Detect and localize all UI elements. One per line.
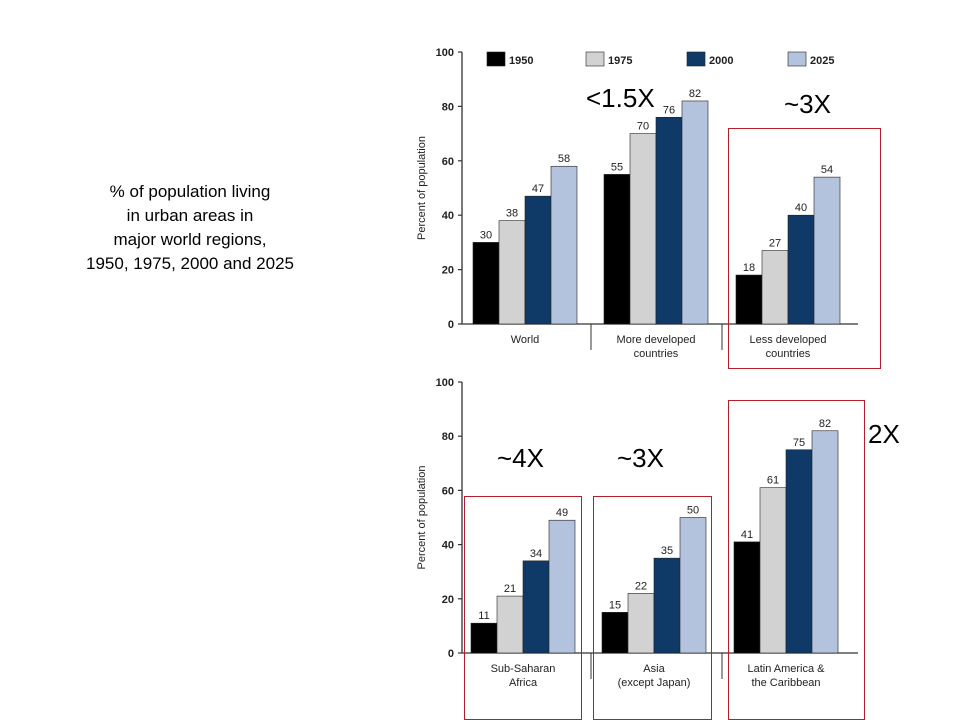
bar-value-label: 75 — [793, 437, 805, 449]
bar-1975 — [759, 487, 787, 654]
legend-label: 2025 — [810, 55, 834, 67]
category-label: Asia — [643, 663, 665, 675]
legend-swatch-2025 — [787, 51, 807, 67]
bar-2025 — [811, 430, 839, 654]
chart-caption: % of population living in urban areas in… — [30, 180, 350, 276]
y-tick-label: 60 — [442, 485, 454, 497]
caption-line: 1950, 1975, 2000 and 2025 — [86, 254, 294, 273]
category-label: More developed — [617, 334, 696, 346]
bar-value-label: 41 — [741, 529, 753, 541]
legend-label: 1950 — [509, 55, 533, 67]
y-tick-label: 40 — [442, 540, 454, 552]
bar-value-label: 76 — [663, 104, 675, 116]
bar-2000 — [655, 116, 683, 325]
legend-label: 2000 — [709, 55, 733, 67]
bar-value-label: 30 — [480, 229, 492, 241]
bar-value-label: 61 — [767, 475, 779, 487]
bar-2025 — [550, 165, 578, 325]
y-tick-label: 20 — [442, 594, 454, 606]
legend-swatch-1950 — [486, 51, 506, 67]
bar-2025 — [681, 100, 709, 325]
bar-1950 — [733, 541, 761, 654]
bar-1950 — [735, 274, 763, 325]
bar-value-label: 40 — [795, 202, 807, 214]
category-label: Latin America & — [747, 663, 825, 675]
legend-swatch-1975 — [585, 51, 605, 67]
y-tick-label: 0 — [448, 319, 454, 331]
y-axis-label: Percent of population — [416, 466, 428, 570]
annotation-more-developed: <1.5X — [586, 83, 655, 113]
annotation-sub-saharan: ~4X — [497, 443, 544, 473]
bar-value-label: 50 — [687, 505, 699, 517]
bar-1975 — [498, 220, 526, 325]
bar-value-label: 11 — [478, 610, 489, 622]
bar-1950 — [470, 622, 498, 654]
highlight-box-less-developed — [728, 128, 881, 369]
category-label: countries — [766, 348, 811, 360]
highlight-box-sub-saharan — [464, 496, 582, 720]
highlight-box-asia — [593, 496, 712, 720]
bar-2025 — [548, 519, 576, 654]
bar-value-label: 27 — [769, 238, 781, 250]
y-tick-label: 20 — [442, 265, 454, 277]
bar-value-label: 34 — [530, 548, 542, 560]
category-label: the Caribbean — [751, 677, 820, 689]
legend-label: 1975 — [608, 55, 632, 67]
category-label: Less developed — [749, 334, 826, 346]
bar-value-label: 35 — [661, 545, 673, 557]
bar-value-label: 49 — [556, 507, 568, 519]
bar-value-label: 82 — [689, 88, 701, 100]
y-axis-label: Percent of population — [416, 136, 428, 240]
bar-1975 — [627, 593, 655, 654]
y-tick-label: 80 — [442, 101, 454, 113]
bar-value-label: 38 — [506, 208, 518, 220]
bar-value-label: 55 — [611, 161, 623, 173]
y-tick-label: 0 — [448, 648, 454, 660]
category-label: countries — [634, 348, 679, 360]
bar-value-label: 54 — [821, 164, 833, 176]
y-tick-label: 100 — [436, 377, 454, 389]
bar-1950 — [472, 242, 500, 325]
bar-value-label: 82 — [819, 418, 831, 430]
caption-line: % of population living — [109, 182, 271, 201]
category-label: Africa — [509, 677, 538, 689]
y-tick-label: 60 — [442, 156, 454, 168]
bar-value-label: 18 — [743, 262, 755, 274]
bar-value-label: 15 — [609, 599, 621, 611]
highlight-box-latin-america — [728, 400, 865, 720]
category-label: World — [511, 334, 540, 346]
category-label: (except Japan) — [618, 677, 691, 689]
bar-value-label: 21 — [504, 583, 516, 595]
bar-2025 — [679, 517, 707, 654]
y-tick-label: 80 — [442, 431, 454, 443]
annotation-less-developed: ~3X — [784, 89, 831, 119]
bar-2000 — [653, 557, 681, 654]
bar-1975 — [629, 133, 657, 325]
bar-value-label: 22 — [635, 580, 647, 592]
bar-value-label: 70 — [637, 121, 649, 133]
caption-line: major world regions, — [113, 230, 267, 249]
annotation-asia: ~3X — [617, 443, 664, 473]
annotation-latin-america: 2X — [868, 419, 900, 449]
bar-2025 — [813, 176, 841, 325]
bar-2000 — [524, 195, 552, 325]
caption-line: in urban areas in — [126, 206, 254, 225]
bar-2000 — [787, 214, 815, 325]
bar-1975 — [761, 250, 789, 325]
legend-swatch-2000 — [686, 51, 706, 67]
bar-1950 — [603, 174, 631, 325]
category-label: Sub-Saharan — [491, 663, 556, 675]
bar-value-label: 58 — [558, 153, 570, 165]
y-tick-label: 100 — [436, 47, 454, 59]
y-tick-label: 40 — [442, 210, 454, 222]
bar-value-label: 47 — [532, 183, 544, 195]
